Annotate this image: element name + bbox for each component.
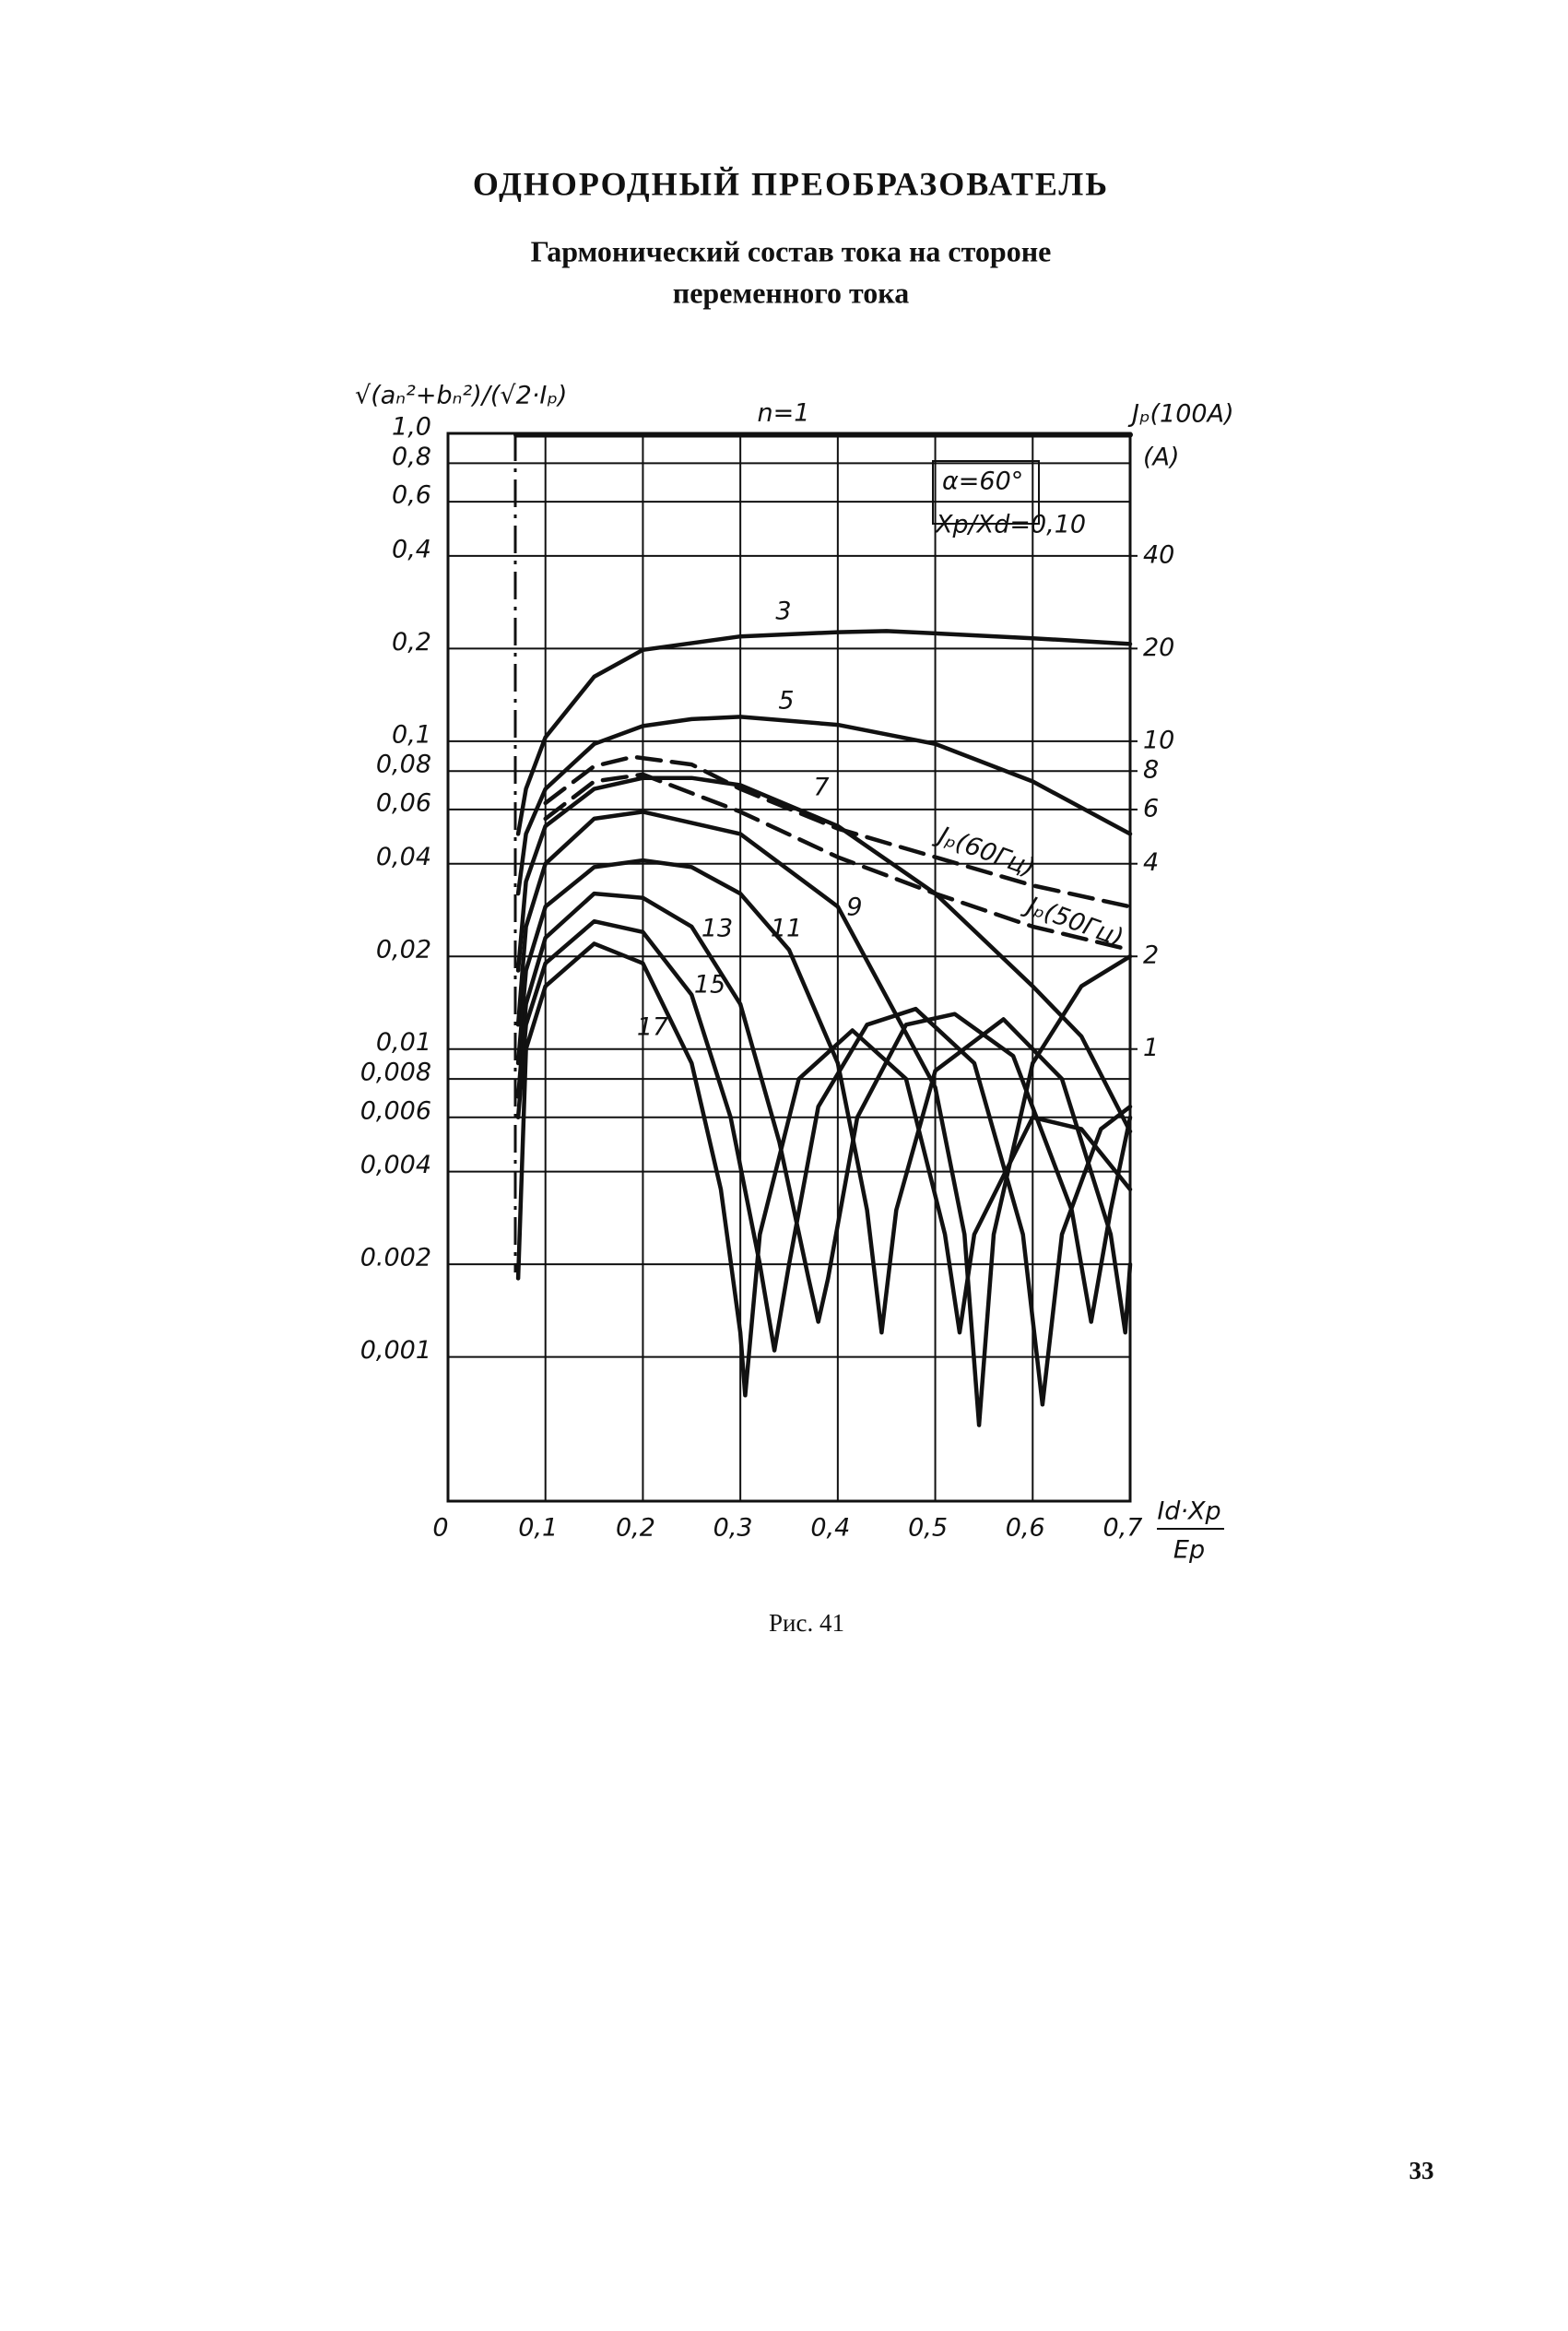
x-tick-label: 0,1 [518,1514,558,1543]
annotation: α=60° [942,467,1023,496]
subtitle: Гармонический состав тока на стороне [531,234,1052,267]
title: ОДНОРОДНЫЙ ПРЕОБРАЗОВАТЕЛЬ [473,165,1109,202]
y2-axis-label: (A) [1143,444,1180,472]
series-label: 3 [775,598,791,626]
series-label: 15 [694,971,725,1000]
y2-tick-label: 20 [1143,633,1174,662]
y2-tick-label: 2 [1143,941,1159,970]
series-label: n=1 [758,399,810,428]
y2-tick-label: 40 [1143,540,1174,569]
series-line [515,715,1133,896]
series-label: 7 [813,774,829,802]
page-number: 33 [1409,2157,1434,2184]
series-label: 13 [701,915,733,943]
x-axis-label: Id·Xp [1157,1497,1220,1526]
y2-tick-label: 1 [1143,1034,1159,1062]
y-tick-label: 0,04 [376,843,431,871]
caption: Рис. 41 [769,1609,844,1637]
y-tick-label: 0,6 [392,481,431,510]
series-line [515,941,1133,1398]
y-tick-label: 0,006 [360,1096,431,1125]
series-line [515,918,1133,1407]
y2-tick-label: 10 [1143,726,1174,754]
y-tick-label: 0,2 [392,628,431,657]
x-tick-label: 0,2 [616,1514,655,1543]
y2-tick-label: 8 [1143,756,1159,785]
series-label: 5 [778,687,794,716]
series-label: Jₚ(50Гц) [1019,890,1126,953]
subtitle: переменного тока [673,276,910,309]
y-axis-label: √(aₙ²+bₙ²)/(√2·Iₚ) [355,382,567,410]
x-tick-label: 0,7 [1103,1514,1143,1543]
annotation-box [932,460,1040,525]
series-line [543,772,1133,953]
y-tick-label: 0,004 [360,1151,431,1179]
x-axis-label: Ep [1173,1536,1205,1565]
x-tick-label: 0,5 [908,1514,948,1543]
series-label: 9 [846,893,862,922]
y2-tick-label: 4 [1143,848,1159,877]
y-tick-label: 0.002 [360,1244,431,1272]
series-label: 11 [771,915,802,943]
x-tick-label: 0,4 [810,1514,850,1543]
y-tick-label: 0,008 [360,1059,431,1087]
y-tick-label: 1,0 [392,413,431,442]
y2-tick-label: 6 [1143,794,1159,822]
series-line [515,629,1133,836]
x-tick-label: 0,6 [1006,1514,1045,1543]
y-tick-label: 0,08 [376,751,431,779]
y-tick-label: 0,001 [360,1336,431,1365]
series-label: 17 [637,1013,668,1042]
plot-frame [446,432,1132,1503]
y-tick-label: 0,1 [392,720,431,749]
series-line [515,891,1133,1324]
y-tick-label: 0,06 [376,788,431,817]
x-tick-label: 0,3 [713,1514,753,1543]
y2-axis-label: Jₚ(100A) [1127,400,1234,429]
series-line [543,754,1133,909]
x-tick-label: 0 [432,1514,448,1543]
y-tick-label: 0,8 [392,443,431,471]
y-tick-label: 0,01 [376,1028,431,1057]
series-line [515,775,1133,1134]
y-tick-label: 0,02 [376,936,431,964]
annotation: Xp/Xd=0,10 [934,511,1086,539]
y-tick-label: 0,4 [392,535,431,563]
